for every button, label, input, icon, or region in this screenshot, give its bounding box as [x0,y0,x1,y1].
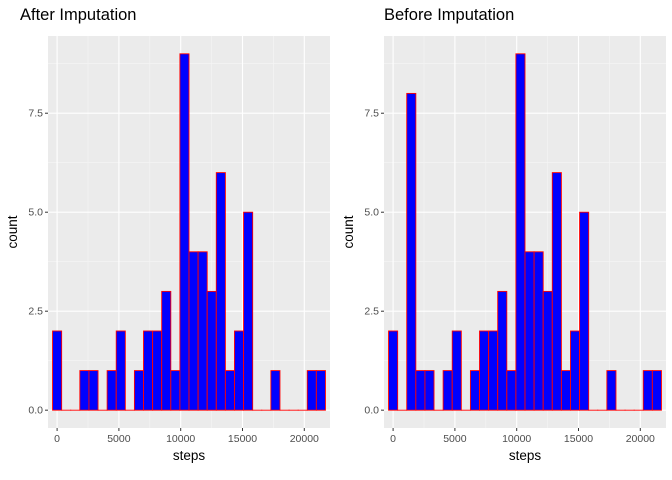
y-axis-title: count [341,215,356,248]
chart-panel-before: Before Imputation 0.0 2.5 5.0 7.5 0 5000 10000… [336,0,672,480]
histogram-bar [306,370,317,411]
histogram-bar [161,290,172,411]
histogram-bar [388,330,399,411]
chart-panel-after: After Imputation 0.0 2.5 5.0 7.5 0 5000 10000 1… [5,6,330,463]
x-tick-label: 10000 [502,433,531,445]
histogram-bar [442,370,453,411]
x-tick-label: 10000 [166,433,195,445]
histogram-bar [143,330,154,411]
histogram-bar [642,370,653,411]
histogram-bar [270,370,281,411]
histogram-bar [415,370,426,411]
histogram-bar [79,370,90,411]
histogram-bar [497,290,508,411]
x-tick-label: 0 [54,433,60,445]
x-tick-label: 5000 [443,433,467,445]
histogram-bar [224,370,235,411]
histogram-bar [424,370,435,411]
histogram-bar [406,92,417,411]
histogram-bar [542,290,553,411]
histogram-bar [115,330,126,411]
chart-title: After Imputation [20,6,137,24]
y-tick-label: 7.5 [28,108,43,120]
histogram-bar [570,330,581,411]
histogram-bar [133,370,144,411]
histogram-before: 0.0 2.5 5.0 7.5 0 5000 10000 15000 20000 steps cou… [341,36,666,463]
histogram-bar [551,172,562,411]
histogram-bar [606,370,617,411]
histogram-bar [506,370,517,411]
x-tick-label: 15000 [564,433,593,445]
histogram-bar [579,211,590,411]
histogram-bar [243,211,254,411]
y-tick-label: 0.0 [364,405,379,417]
histogram-bar [451,330,462,411]
histogram-bar [533,251,544,411]
y-tick-label: 2.5 [364,306,379,318]
histogram-bar [479,330,490,411]
y-tick-label: 2.5 [28,306,43,318]
x-axis-title: steps [509,448,542,463]
y-axis-title: count [5,215,20,248]
histogram-bar [469,370,480,411]
x-tick-label: 20000 [626,433,655,445]
x-tick-label: 20000 [290,433,319,445]
histogram-bar [179,53,190,411]
histogram-bar [234,330,245,411]
histogram-bar [215,172,226,411]
histogram-bar [197,251,208,411]
histogram-bar [52,330,63,411]
histogram-bar [106,370,117,411]
histogram-bar [315,370,326,411]
histogram-bar [88,370,99,411]
chart-title: Before Imputation [384,6,515,24]
histogram-bar [560,370,571,411]
histogram-after: 0.0 2.5 5.0 7.5 0 5000 10000 15000 20000 steps cou… [5,36,330,463]
x-tick-label: 5000 [107,433,131,445]
histogram-bar [206,290,217,411]
histogram-bar [488,330,499,411]
y-tick-label: 7.5 [364,108,379,120]
histogram-bar [515,53,526,411]
x-tick-label: 0 [390,433,396,445]
histogram-bar [170,370,181,411]
histogram-bar [152,330,163,411]
y-tick-label: 0.0 [28,405,43,417]
x-axis-title: steps [173,448,206,463]
x-tick-label: 15000 [228,433,257,445]
histogram-bar [651,370,662,411]
y-tick-label: 5.0 [28,207,43,219]
histogram-bar [188,251,199,411]
y-tick-label: 5.0 [364,207,379,219]
histogram-bar [524,251,535,411]
